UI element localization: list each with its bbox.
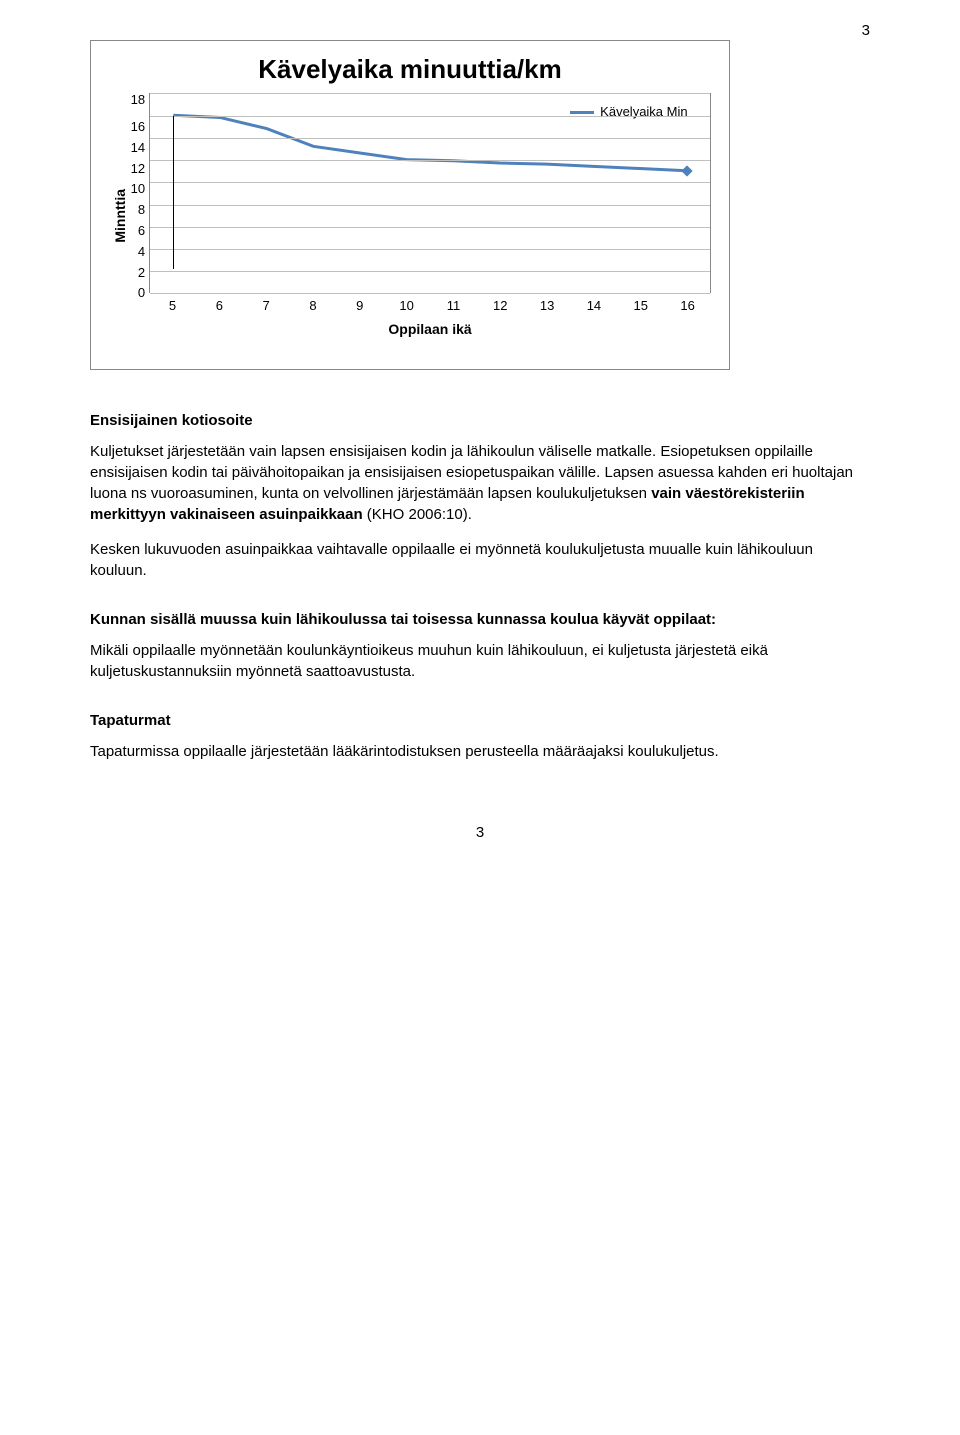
gridline — [150, 93, 710, 94]
series-start-marker — [173, 116, 174, 270]
x-tick-label: 10 — [383, 297, 430, 315]
x-tick-label: 6 — [196, 297, 243, 315]
chart-y-ticks: 181614121086420 — [131, 93, 149, 293]
chart-container: Kävelyaika minuuttia/km Minnttia 1816141… — [90, 40, 730, 370]
y-tick-label: 10 — [131, 182, 145, 195]
gridline — [150, 271, 710, 272]
x-tick-label: 5 — [149, 297, 196, 315]
gridline — [150, 227, 710, 228]
x-tick-label: 14 — [571, 297, 618, 315]
page-number-bottom: 3 — [90, 822, 870, 843]
page-number-top: 3 — [862, 20, 870, 41]
y-tick-label: 6 — [138, 224, 145, 237]
gridline — [150, 293, 710, 294]
y-tick-label: 0 — [138, 286, 145, 299]
x-tick-label: 12 — [477, 297, 524, 315]
y-tick-label: 16 — [131, 120, 145, 133]
chart-x-label: Oppilaan ikä — [149, 320, 711, 340]
paragraph: Kuljetukset järjestetään vain lapsen ens… — [90, 441, 870, 525]
x-tick-label: 8 — [290, 297, 337, 315]
chart-plot-area: Kävelyaika Min — [149, 93, 711, 293]
text-run: (KHO 2006:10). — [363, 506, 472, 523]
y-tick-label: 18 — [131, 93, 145, 106]
chart-x-ticks: 5678910111213141516 — [149, 293, 711, 315]
paragraph: Mikäli oppilaalle myönnetään koulunkäynt… — [90, 640, 870, 682]
x-tick-label: 9 — [336, 297, 383, 315]
section-heading-kotiosoite: Ensisijainen kotiosoite — [90, 410, 870, 431]
y-tick-label: 14 — [131, 141, 145, 154]
paragraph: Tapaturmissa oppilaalle järjestetään lää… — [90, 741, 870, 762]
chart-line-series — [150, 93, 710, 293]
section-heading-kunnan: Kunnan sisällä muussa kuin lähikoulussa … — [90, 609, 870, 630]
gridline — [150, 116, 710, 117]
y-tick-label: 12 — [131, 162, 145, 175]
chart-y-label: Minnttia — [109, 189, 131, 243]
gridline — [150, 205, 710, 206]
section-heading-tapaturmat: Tapaturmat — [90, 710, 870, 731]
x-tick-label: 7 — [243, 297, 290, 315]
x-tick-label: 16 — [664, 297, 711, 315]
y-tick-label: 4 — [138, 245, 145, 258]
x-tick-label: 13 — [524, 297, 571, 315]
gridline — [150, 138, 710, 139]
gridline — [150, 249, 710, 250]
y-tick-label: 8 — [138, 203, 145, 216]
gridline — [150, 160, 710, 161]
chart-title: Kävelyaika minuuttia/km — [109, 51, 711, 87]
x-tick-label: 15 — [617, 297, 664, 315]
gridline — [150, 182, 710, 183]
y-tick-label: 2 — [138, 266, 145, 279]
paragraph: Kesken lukuvuoden asuinpaikkaa vaihtaval… — [90, 539, 870, 581]
x-tick-label: 11 — [430, 297, 477, 315]
